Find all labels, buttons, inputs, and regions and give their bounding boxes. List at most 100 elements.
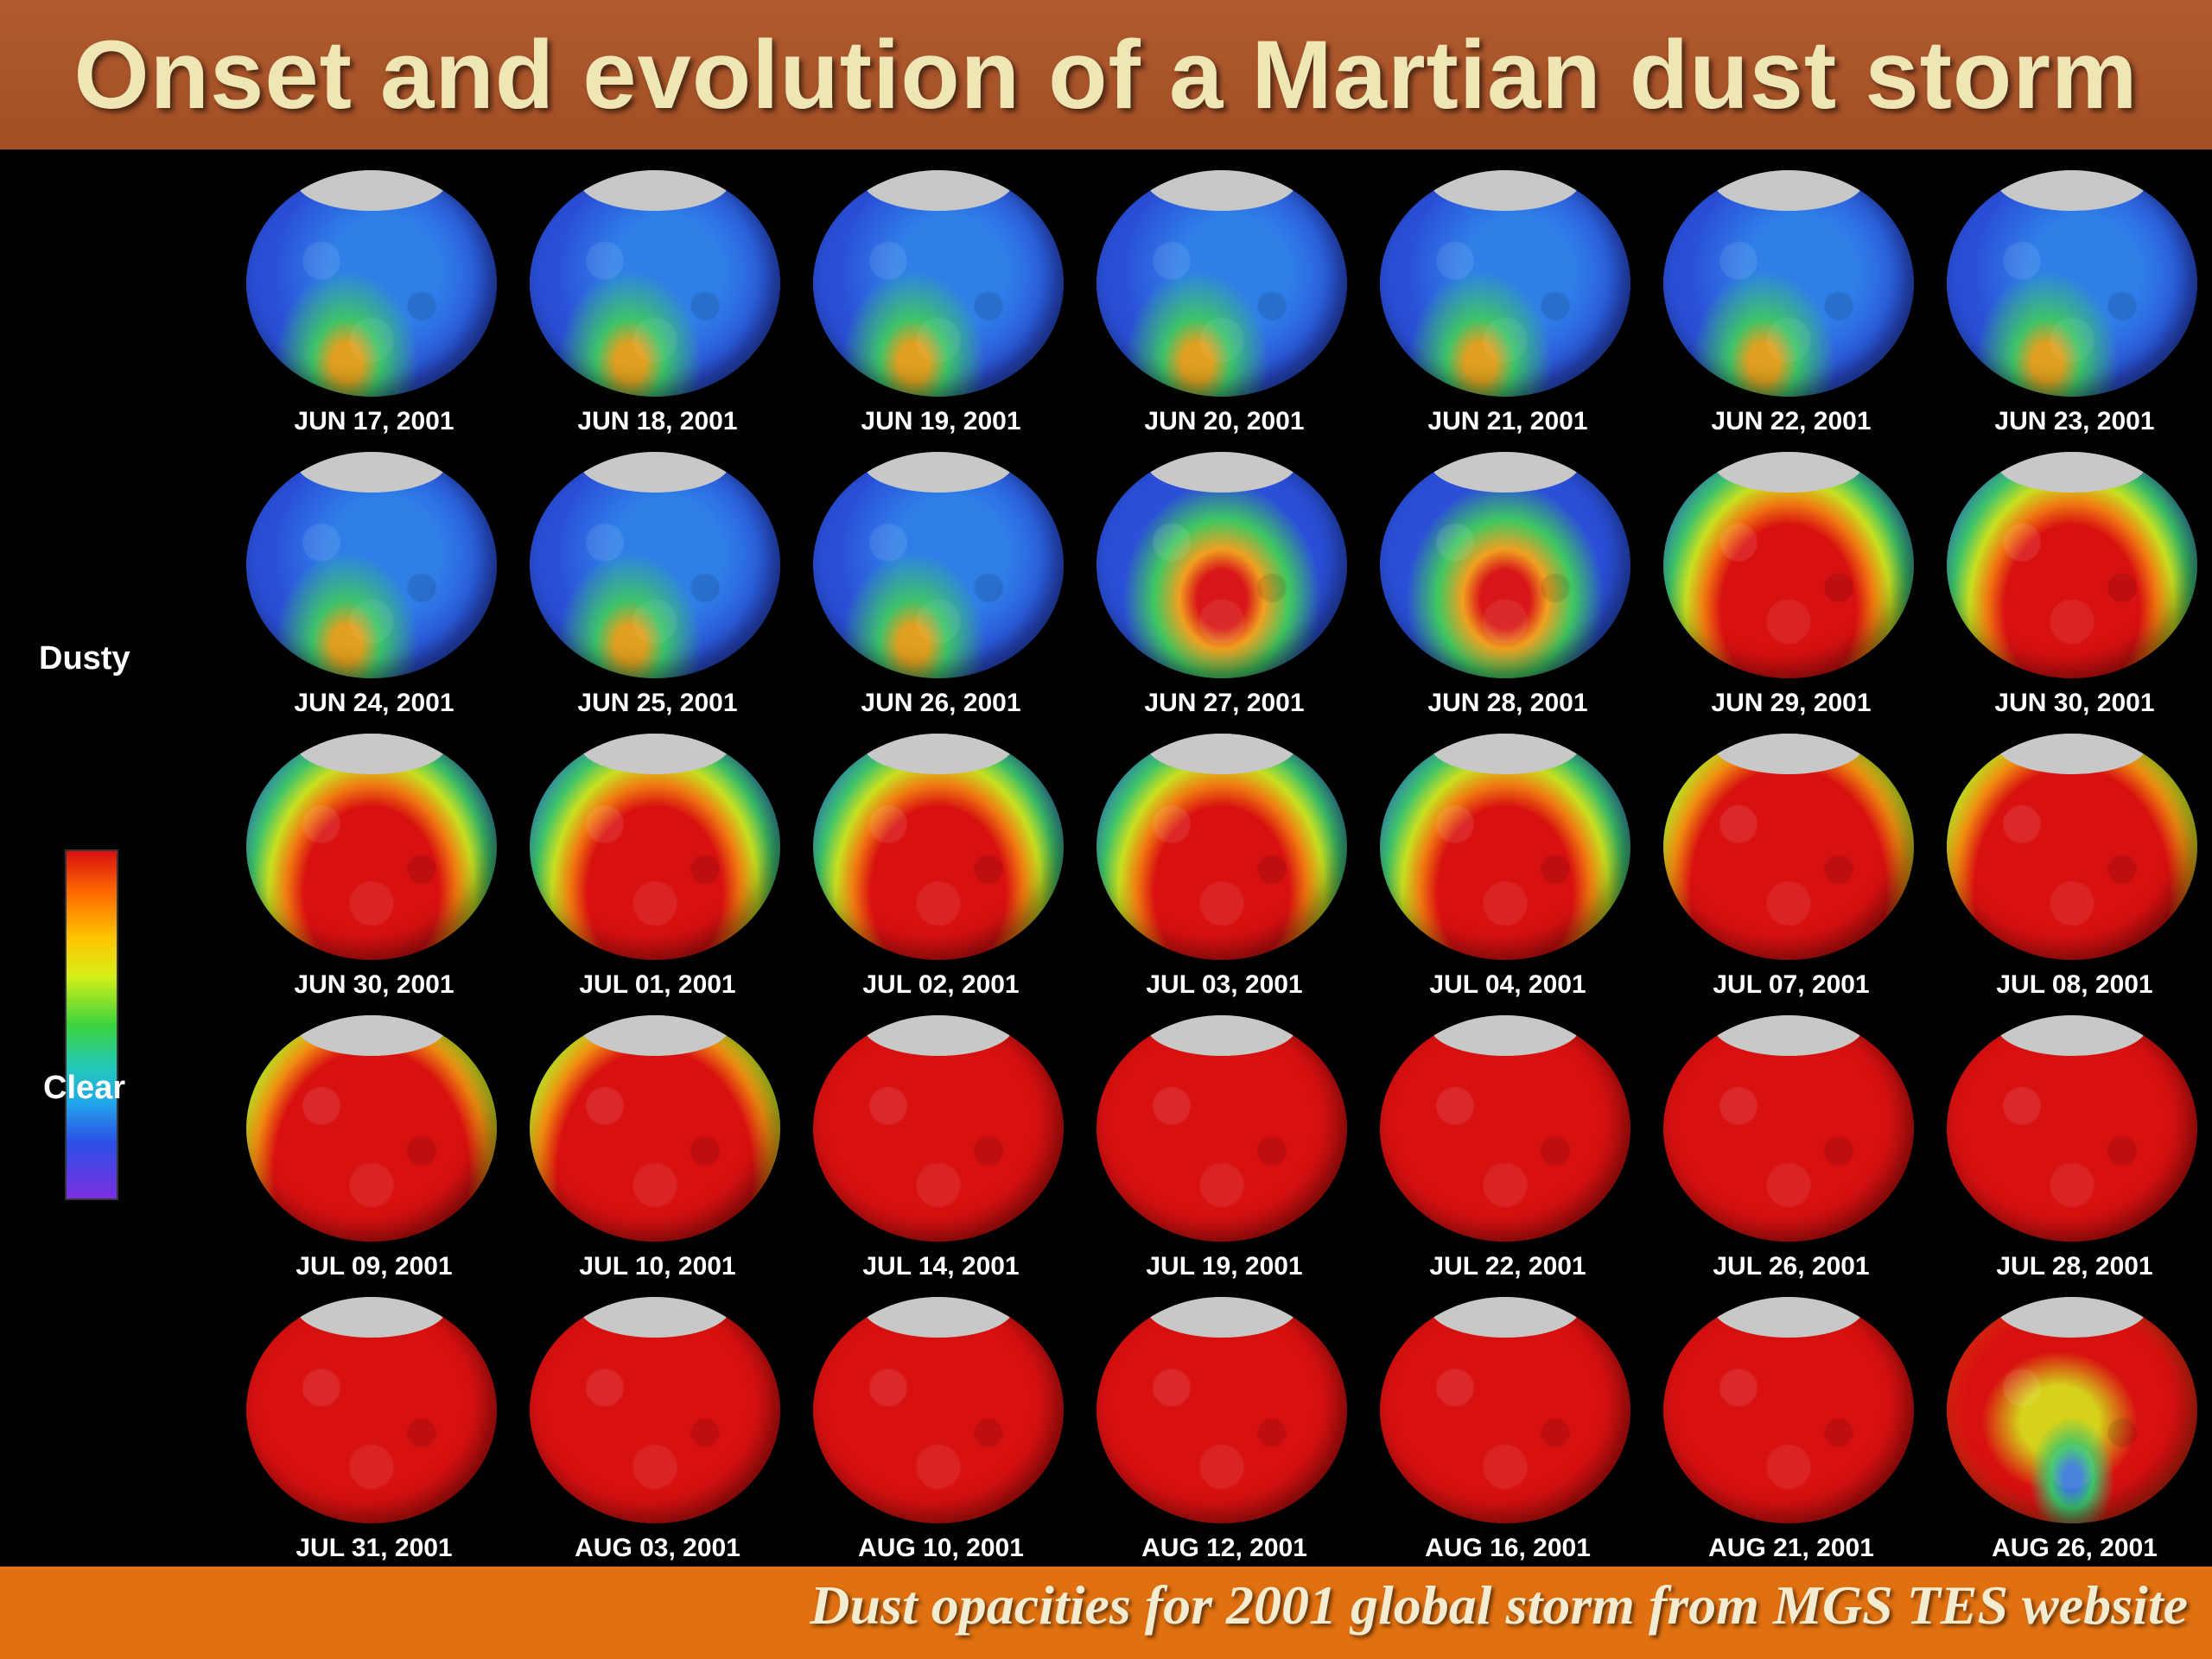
frame-date-label: JUL 09, 2001 — [296, 1252, 453, 1281]
mars-globe-image — [1380, 1297, 1630, 1523]
mars-globe-image — [1663, 1015, 1914, 1242]
globe-frame: JUN 27, 2001 — [1082, 442, 1367, 722]
globe-frame: JUN 30, 2001 — [1932, 442, 2212, 722]
globe-frame: AUG 16, 2001 — [1365, 1287, 1650, 1567]
frame-date-label: AUG 21, 2001 — [1708, 1534, 1874, 1562]
globe-frame: JUL 22, 2001 — [1365, 1005, 1650, 1286]
mars-globe-image — [246, 170, 497, 397]
globe-frame: JUN 22, 2001 — [1649, 160, 1934, 441]
globe-frame: JUN 26, 2001 — [798, 442, 1084, 722]
globe-frame: AUG 21, 2001 — [1649, 1287, 1934, 1567]
mars-globe-image — [1663, 734, 1914, 960]
mars-globe-image — [1947, 1297, 2197, 1523]
frame-date-label: JUN 19, 2001 — [861, 407, 1021, 435]
frame-date-label: JUL 31, 2001 — [296, 1534, 453, 1562]
frame-date-label: JUN 25, 2001 — [577, 689, 738, 717]
frame-date-label: JUN 28, 2001 — [1427, 689, 1588, 717]
frame-date-label: JUL 10, 2001 — [579, 1252, 736, 1281]
mars-globe-image — [1380, 452, 1630, 678]
mars-globe-image — [1096, 1015, 1347, 1242]
frame-date-label: JUL 28, 2001 — [1996, 1252, 2153, 1281]
frame-date-label: JUL 22, 2001 — [1429, 1252, 1586, 1281]
globe-frame: JUL 04, 2001 — [1365, 723, 1650, 1004]
mars-globe-image — [1096, 170, 1347, 397]
frame-date-label: JUL 02, 2001 — [862, 970, 1020, 999]
globe-frame: JUN 19, 2001 — [798, 160, 1084, 441]
frame-date-label: JUN 20, 2001 — [1144, 407, 1305, 435]
frame-date-label: JUN 22, 2001 — [1711, 407, 1872, 435]
globe-frame: AUG 10, 2001 — [798, 1287, 1084, 1567]
mars-globe-image — [1096, 1297, 1347, 1523]
mars-globe-image — [246, 1015, 497, 1242]
globe-frame: JUN 29, 2001 — [1649, 442, 1934, 722]
globe-frame: JUL 31, 2001 — [232, 1287, 517, 1567]
mars-globe-image — [1096, 734, 1347, 960]
frame-date-label: JUN 24, 2001 — [294, 689, 454, 717]
mars-globe-image — [1947, 170, 2197, 397]
frame-date-label: JUN 30, 2001 — [1994, 689, 2155, 717]
frame-date-label: AUG 03, 2001 — [575, 1534, 741, 1562]
globe-frame: JUN 23, 2001 — [1932, 160, 2212, 441]
frame-date-label: AUG 26, 2001 — [1992, 1534, 2158, 1562]
mars-globe-image — [530, 1297, 780, 1523]
globe-frame: AUG 03, 2001 — [515, 1287, 800, 1567]
mars-globe-image — [530, 452, 780, 678]
frame-date-label: AUG 16, 2001 — [1425, 1534, 1591, 1562]
color-scale-bar — [65, 849, 118, 1200]
globe-frame: JUN 24, 2001 — [232, 442, 517, 722]
frame-date-label: JUL 19, 2001 — [1146, 1252, 1303, 1281]
mars-globe-image — [1663, 452, 1914, 678]
mars-globe-image — [1663, 170, 1914, 397]
frame-date-label: JUL 03, 2001 — [1146, 970, 1303, 999]
globe-frame: JUL 01, 2001 — [515, 723, 800, 1004]
globe-frame: JUL 02, 2001 — [798, 723, 1084, 1004]
mars-globe-image — [1380, 170, 1630, 397]
legend-clear-label: Clear — [43, 1070, 126, 1106]
mars-globe-image — [813, 1015, 1064, 1242]
frame-date-label: JUL 01, 2001 — [579, 970, 736, 999]
globe-frame: JUL 08, 2001 — [1932, 723, 2212, 1004]
globe-frame: JUN 25, 2001 — [515, 442, 800, 722]
globe-frame: JUN 18, 2001 — [515, 160, 800, 441]
mars-globe-image — [1096, 452, 1347, 678]
mars-globe-image — [246, 452, 497, 678]
image-panel: Dusty Clear JUN 17, 2001 JUN 18, 2001 JUN … — [0, 149, 2212, 1567]
frame-date-label: AUG 10, 2001 — [858, 1534, 1024, 1562]
mars-globe-image — [813, 452, 1064, 678]
frame-date-label: JUN 23, 2001 — [1994, 407, 2155, 435]
globe-frame: JUN 28, 2001 — [1365, 442, 1650, 722]
globe-frame: JUL 03, 2001 — [1082, 723, 1367, 1004]
mars-globe-image — [1947, 452, 2197, 678]
frame-date-label: JUL 14, 2001 — [862, 1252, 1020, 1281]
globe-frame: JUL 14, 2001 — [798, 1005, 1084, 1286]
mars-globe-image — [246, 1297, 497, 1523]
mars-globe-image — [1380, 1015, 1630, 1242]
mars-globe-image — [813, 734, 1064, 960]
frame-date-label: JUN 21, 2001 — [1427, 407, 1588, 435]
globe-frame: JUN 30, 2001 — [232, 723, 517, 1004]
globe-frame: AUG 26, 2001 — [1932, 1287, 2212, 1567]
mars-globe-image — [530, 1015, 780, 1242]
caption: Dust opacities for 2001 global storm fro… — [810, 1574, 2188, 1636]
mars-globe-image — [530, 734, 780, 960]
frame-date-label: JUN 17, 2001 — [294, 407, 454, 435]
mars-globe-image — [246, 734, 497, 960]
globe-frame: AUG 12, 2001 — [1082, 1287, 1367, 1567]
globe-frame: JUL 28, 2001 — [1932, 1005, 2212, 1286]
mars-globe-image — [1947, 734, 2197, 960]
frame-date-label: JUL 26, 2001 — [1713, 1252, 1870, 1281]
globe-frame: JUL 10, 2001 — [515, 1005, 800, 1286]
globe-frame: JUN 17, 2001 — [232, 160, 517, 441]
frame-date-label: JUN 18, 2001 — [577, 407, 738, 435]
frame-date-label: JUL 08, 2001 — [1996, 970, 2153, 999]
frame-date-label: JUN 27, 2001 — [1144, 689, 1305, 717]
frame-date-label: JUL 04, 2001 — [1429, 970, 1586, 999]
title-bar: Onset and evolution of a Martian dust st… — [0, 0, 2212, 149]
frame-date-label: JUN 29, 2001 — [1711, 689, 1872, 717]
globe-frame: JUL 07, 2001 — [1649, 723, 1934, 1004]
caption-bar: Dust opacities for 2001 global storm fro… — [0, 1567, 2212, 1659]
mars-globe-image — [1663, 1297, 1914, 1523]
frame-date-label: AUG 12, 2001 — [1141, 1534, 1307, 1562]
mars-globe-image — [1380, 734, 1630, 960]
legend-dusty-label: Dusty — [39, 640, 130, 677]
